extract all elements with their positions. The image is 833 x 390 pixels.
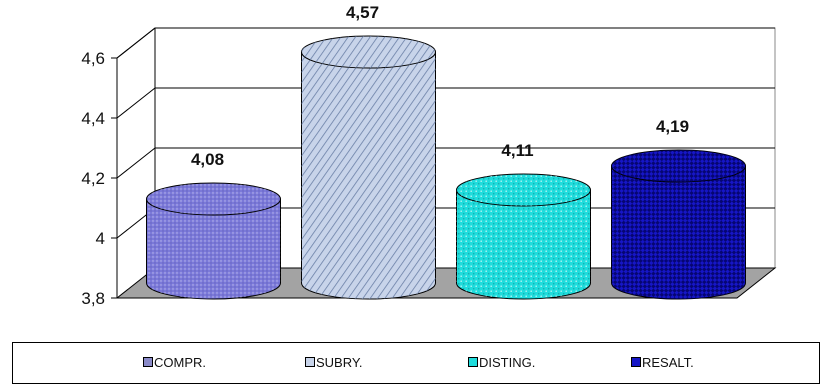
cylinder-top-texture <box>301 36 436 68</box>
cylinder-compr <box>146 182 281 300</box>
cylinder-top-texture <box>456 174 591 206</box>
data-label: 4,57 <box>346 3 379 22</box>
cylinder-top-texture <box>611 150 746 182</box>
y-tick-label: 4,4 <box>81 109 105 128</box>
cylinder-top-texture <box>146 183 281 215</box>
legend-swatch <box>468 357 478 367</box>
legend-label: COMPR. <box>154 355 206 370</box>
legend-swatch <box>631 357 641 367</box>
legend-swatch <box>143 357 153 367</box>
cylinder-body-texture <box>146 199 281 299</box>
y-tick-label: 3,8 <box>81 289 105 308</box>
legend-label: RESALT. <box>642 355 694 370</box>
left-wall-top <box>116 27 156 59</box>
data-label: 4,08 <box>191 150 224 169</box>
cylinder-chart: 3,8 4 4,2 4,4 4,6 4,08 4,57 4,11 4,19 <box>81 3 777 308</box>
legend-item: DISTING. <box>468 355 535 370</box>
y-tick-label: 4 <box>96 229 105 248</box>
cylinder-subry <box>301 35 436 300</box>
cylinder-resalt <box>611 149 746 300</box>
legend-item: RESALT. <box>631 355 694 370</box>
legend-label: DISTING. <box>479 355 536 370</box>
legend-swatch <box>305 357 315 367</box>
legend-item: COMPR. <box>143 355 206 370</box>
y-tick-label: 4,2 <box>81 169 105 188</box>
cylinder-body-texture <box>456 190 591 299</box>
legend-item: SUBRY. <box>305 355 363 370</box>
y-tick-label: 4,6 <box>81 49 105 68</box>
legend-label: SUBRY. <box>316 355 363 370</box>
chart-legend: COMPR. SUBRY. DISTING. RESALT. <box>12 342 820 384</box>
cylinder-disting <box>456 173 591 300</box>
cylinder-body-texture <box>611 166 746 299</box>
cylinder-body-texture <box>301 52 436 299</box>
data-label: 4,19 <box>656 117 689 136</box>
data-label: 4,11 <box>501 141 533 160</box>
